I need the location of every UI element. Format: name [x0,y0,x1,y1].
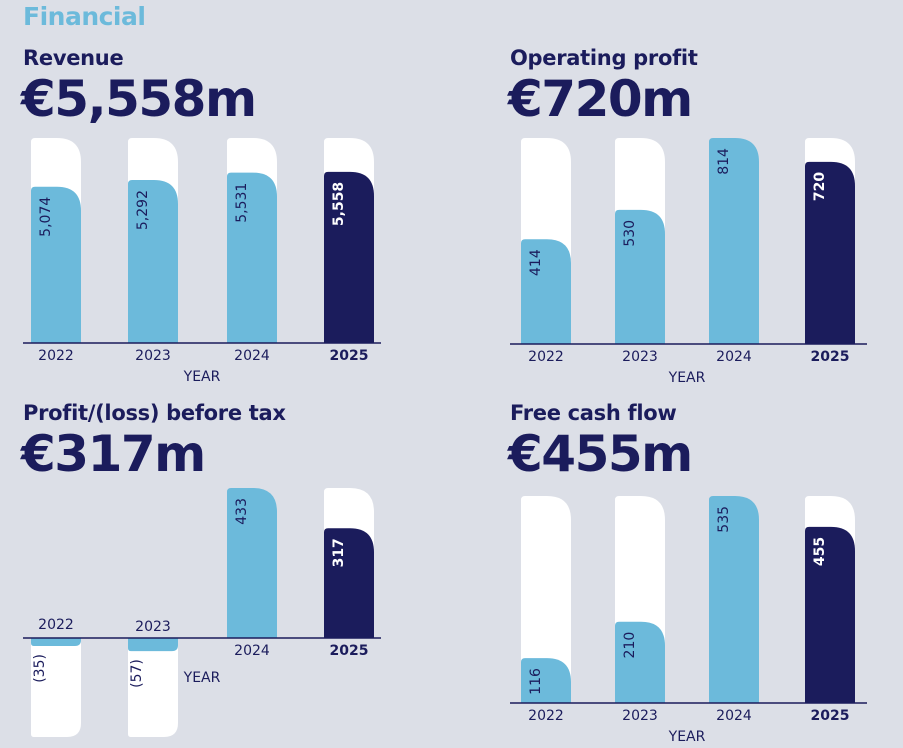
revenue-title: Revenue [23,46,124,70]
profit-before-tax-track-2023 [128,638,178,737]
free-cash-flow-value-label-2025: 455 [812,537,828,566]
operating-profit-value-label-2022: 414 [528,249,544,276]
operating-profit-bar-2025 [805,161,855,344]
operating-profit-year-label-2022: 2022 [528,349,564,365]
free-cash-flow-year-label-2024: 2024 [716,708,752,724]
free-cash-flow-bar-2024 [709,495,759,703]
revenue-year-label-2024: 2024 [234,348,270,364]
profit-before-tax-year-label-2024: 2024 [234,643,270,659]
section-title: Financial [23,2,146,31]
revenue-year-label-2025: 2025 [330,348,369,364]
free-cash-flow-bar-2022 [521,658,571,703]
free-cash-flow-year-label-2023: 2023 [622,708,658,724]
profit-before-tax-value-label-2022: (35) [32,654,48,683]
operating-profit-title: Operating profit [510,46,698,70]
free-cash-flow-year-label-2025: 2025 [811,708,850,724]
revenue-year-label-2022: 2022 [38,348,74,364]
profit-before-tax-bar-2023 [128,638,178,652]
operating-profit-value-label-2025: 720 [812,172,828,201]
free-cash-flow-value-label-2023: 210 [622,632,638,659]
free-cash-flow-bar-2025 [805,526,855,703]
revenue-bar-2023 [128,180,178,343]
profit-before-tax-year-label-2023: 2023 [135,619,171,635]
operating-profit-year-label-2023: 2023 [622,349,658,365]
profit-before-tax-x-axis-title: YEAR [183,670,221,686]
operating-profit-x-axis-title: YEAR [668,370,706,386]
profit-before-tax-year-label-2022: 2022 [38,617,74,633]
profit-before-tax-year-label-2025: 2025 [330,643,369,659]
free-cash-flow-year-label-2022: 2022 [528,708,564,724]
free-cash-flow-bar-2023 [615,621,665,703]
revenue-value-label-2022: 5,074 [38,197,54,237]
free-cash-flow-title: Free cash flow [510,401,677,425]
revenue-bar-2024 [227,172,277,343]
revenue-value-label-2023: 5,292 [135,190,151,230]
operating-profit-bar-2024 [709,138,759,344]
free-cash-flow-value-label-2022: 116 [528,668,544,695]
revenue-year-label-2023: 2023 [135,348,171,364]
profit-before-tax-headline: €317m [21,425,206,483]
operating-profit-bar-2022 [521,239,571,344]
profit-before-tax-track-2022 [31,638,81,737]
profit-before-tax-title: Profit/(loss) before tax [23,401,286,425]
profit-before-tax-bar-2025 [324,528,374,638]
profit-before-tax-value-label-2023: (57) [129,659,145,688]
operating-profit-value-label-2024: 814 [716,148,732,175]
revenue-value-label-2025: 5,558 [331,182,347,226]
free-cash-flow-track-2022 [521,496,571,703]
free-cash-flow-value-label-2024: 535 [716,506,732,533]
operating-profit-year-label-2024: 2024 [716,349,752,365]
operating-profit-value-label-2023: 530 [622,220,638,247]
operating-profit-headline: €720m [508,70,693,128]
profit-before-tax-value-label-2024: 433 [234,498,250,525]
profit-before-tax-bar-2024 [227,488,277,638]
revenue-headline: €5,558m [21,70,257,128]
operating-profit-year-label-2025: 2025 [811,349,850,365]
profit-before-tax-value-label-2025: 317 [331,538,347,567]
free-cash-flow-headline: €455m [508,425,693,483]
revenue-x-axis-title: YEAR [183,369,221,385]
revenue-bar-2022 [31,186,81,343]
revenue-bar-2025 [324,171,374,343]
operating-profit-bar-2023 [615,209,665,344]
free-cash-flow-x-axis-title: YEAR [668,729,706,745]
profit-before-tax-bar-2022 [31,638,81,647]
revenue-value-label-2024: 5,531 [234,183,250,223]
